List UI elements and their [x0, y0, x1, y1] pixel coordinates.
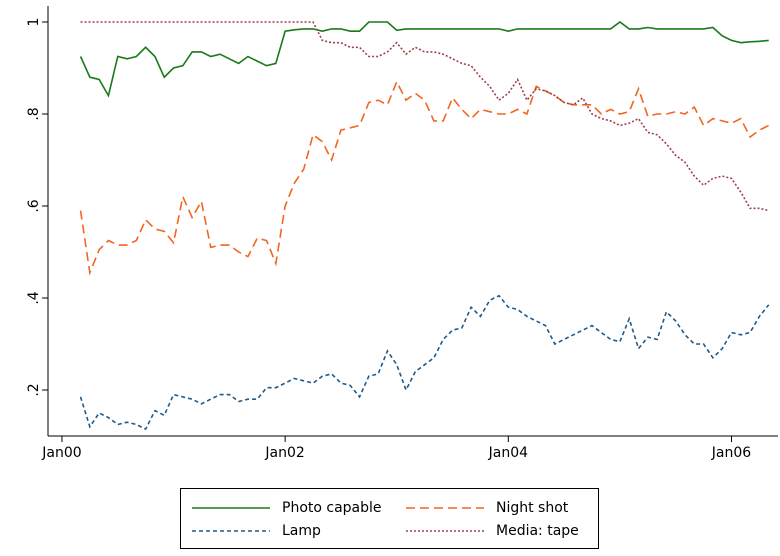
y-tick-label: .6 — [26, 199, 42, 212]
y-tick-label: .8 — [26, 107, 42, 120]
y-tick-label: .4 — [26, 291, 42, 304]
x-tick-label: Jan06 — [711, 445, 751, 461]
x-tick-label: Jan02 — [264, 445, 304, 461]
legend-label: Photo capable — [282, 500, 382, 516]
x-tick-label: Jan04 — [488, 445, 528, 461]
legend-label: Lamp — [282, 523, 321, 539]
y-tick-label: 1 — [26, 18, 42, 27]
legend — [180, 488, 599, 549]
legend-label: Night shot — [496, 500, 569, 516]
legend-label: Media: tape — [496, 523, 579, 539]
y-tick-label: .2 — [26, 383, 42, 396]
series-line — [79, 21, 769, 98]
series-line — [79, 79, 770, 276]
series-line — [79, 294, 770, 431]
x-tick-label: Jan00 — [41, 445, 81, 461]
